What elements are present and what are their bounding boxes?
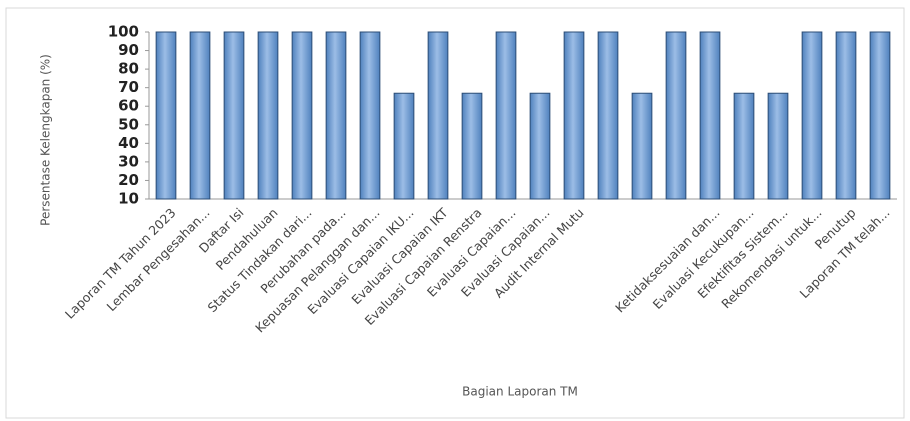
y-tick-label: 30 xyxy=(118,152,139,170)
bar xyxy=(359,31,381,200)
bar xyxy=(427,31,449,200)
bar xyxy=(223,31,245,200)
x-axis-label: Bagian Laporan TM xyxy=(462,385,578,399)
bar xyxy=(631,92,653,200)
bar xyxy=(325,31,347,200)
bar xyxy=(461,92,483,200)
y-tick-label: 40 xyxy=(118,134,139,152)
y-tick-label: 100 xyxy=(108,23,139,41)
bar xyxy=(869,31,891,200)
bar xyxy=(529,92,551,200)
bar xyxy=(563,31,585,200)
y-tick-label: 90 xyxy=(118,41,139,59)
bar xyxy=(699,31,721,200)
bar xyxy=(189,31,211,200)
y-tick-label: 20 xyxy=(118,171,139,189)
chart-border xyxy=(5,7,905,419)
y-tick-label: 60 xyxy=(118,97,139,115)
y-tick-label: 80 xyxy=(118,60,139,78)
bar xyxy=(767,92,789,200)
bar xyxy=(291,31,313,200)
bar xyxy=(155,31,177,200)
bar xyxy=(835,31,857,200)
bar xyxy=(257,31,279,200)
y-tick-label: 70 xyxy=(118,78,139,96)
bar xyxy=(801,31,823,200)
bar xyxy=(597,31,619,200)
bar xyxy=(733,92,755,200)
y-tick-label: 50 xyxy=(118,115,139,133)
bar xyxy=(665,31,687,200)
bar xyxy=(393,92,415,200)
y-axis-label: Persentase Kelengkapan (%) xyxy=(39,54,53,226)
y-tick-label: 10 xyxy=(118,190,139,208)
bar xyxy=(495,31,517,200)
